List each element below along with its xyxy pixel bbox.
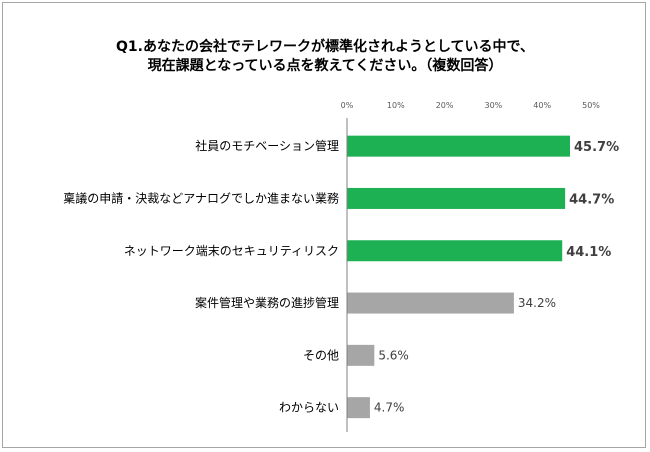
category-label: 社員のモチベーション管理 (195, 138, 339, 153)
chart-title-line2: 現在課題となっている点を教えてください。（複数回答） (147, 58, 503, 74)
category-label: 稟議の申請・決裁などアナログでしか進まない業務 (63, 190, 339, 205)
bar (347, 240, 563, 262)
category-label: ネットワーク端末のセキュリティリスク (124, 244, 339, 258)
tick-label: 30% (485, 101, 503, 110)
category-label: その他 (303, 348, 339, 362)
bar (347, 397, 370, 419)
chart-frame (2, 2, 646, 448)
bar (347, 187, 566, 209)
bar (347, 135, 571, 157)
tick-label: 50% (582, 101, 600, 110)
tick-label: 10% (387, 101, 405, 110)
tick-label: 20% (436, 101, 454, 110)
tick-label: 40% (533, 101, 551, 110)
value-label: 34.2% (518, 296, 556, 310)
category-label: わからない (279, 401, 339, 415)
value-label: 45.7% (574, 140, 619, 155)
value-label: 4.7% (374, 401, 405, 415)
value-label: 5.6% (378, 348, 409, 362)
category-label: 案件管理や業務の進捗管理 (195, 295, 339, 310)
bar (347, 292, 514, 314)
tick-label: 0% (341, 101, 354, 110)
bar (347, 344, 375, 366)
chart-title-line1: Q1.あなたの会社でテレワークが標準化されようとしている中で、 (116, 39, 534, 55)
value-label: 44.7% (569, 192, 614, 207)
value-label: 44.1% (566, 245, 611, 260)
